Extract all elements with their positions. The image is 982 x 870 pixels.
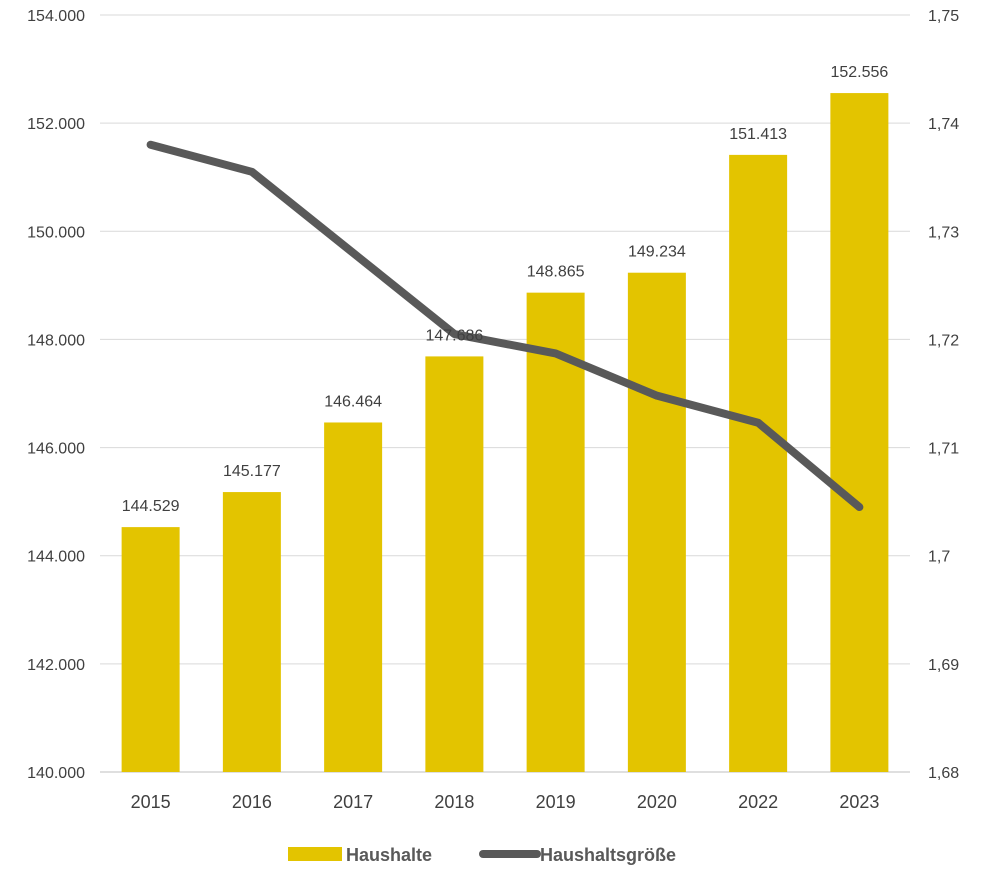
y-axis-right: 1,68 1,69 1,7 1,71 1,72 1,73 1,74 1,75 xyxy=(928,8,959,782)
legend-swatch-haushalte xyxy=(288,847,342,861)
x-tick-label: 2015 xyxy=(131,792,171,812)
y-left-tick-label: 146.000 xyxy=(27,441,85,458)
y-right-tick-label: 1,7 xyxy=(928,549,950,566)
y-right-tick-label: 1,73 xyxy=(928,224,959,241)
y-left-tick-label: 142.000 xyxy=(27,657,85,674)
bar-data-label: 151.413 xyxy=(729,126,787,143)
legend-label-haushalte: Haushalte xyxy=(346,845,432,865)
bar-data-label: 148.865 xyxy=(527,264,585,281)
x-tick-label: 2017 xyxy=(333,792,373,812)
bar-data-label: 144.529 xyxy=(122,498,180,515)
x-tick-label: 2020 xyxy=(637,792,677,812)
x-tick-label: 2023 xyxy=(839,792,879,812)
bar xyxy=(526,292,585,772)
line-path xyxy=(146,140,864,512)
legend[interactable]: Haushalte Haushaltsgröße xyxy=(288,845,676,865)
y-left-tick-label: 150.000 xyxy=(27,224,85,241)
gridlines xyxy=(100,14,910,773)
y-right-tick-label: 1,68 xyxy=(928,765,959,782)
line-point xyxy=(250,170,253,173)
y-right-tick-label: 1,72 xyxy=(928,332,959,349)
bar xyxy=(425,356,484,772)
y-left-tick-label: 144.000 xyxy=(27,549,85,566)
bar-data-label: 145.177 xyxy=(223,463,281,480)
bar xyxy=(324,422,383,772)
line-series-haushaltsgroesse xyxy=(146,140,864,512)
bar-data-label: 147.686 xyxy=(425,327,483,344)
line-point xyxy=(554,352,557,355)
legend-label-haushaltsgroesse: Haushaltsgröße xyxy=(540,845,676,865)
bar-data-labels: 144.529 145.177 146.464 147.686 148.865 149.2… xyxy=(122,64,889,515)
bar-data-label: 146.464 xyxy=(324,393,382,410)
line-point xyxy=(453,333,456,336)
y-left-tick-label: 140.000 xyxy=(27,765,85,782)
y-axis-left: 140.000 142.000 144.000 146.000 148.000 150.0… xyxy=(27,8,85,782)
y-right-tick-label: 1,69 xyxy=(928,657,959,674)
line-point xyxy=(655,394,658,397)
x-tick-label: 2019 xyxy=(536,792,576,812)
x-tick-label: 2016 xyxy=(232,792,272,812)
x-tick-label: 2018 xyxy=(434,792,474,812)
x-tick-label: 2022 xyxy=(738,792,778,812)
bar xyxy=(830,93,889,772)
y-right-tick-label: 1,74 xyxy=(928,116,959,133)
y-left-tick-label: 152.000 xyxy=(27,116,85,133)
line-point xyxy=(149,143,152,146)
bar-data-label: 152.556 xyxy=(830,64,888,81)
y-left-tick-label: 148.000 xyxy=(27,332,85,349)
bar xyxy=(729,154,788,772)
bar-data-label: 149.234 xyxy=(628,244,686,261)
x-axis: 2015 2016 2017 2018 2019 2020 2022 2023 xyxy=(131,792,880,812)
line-point xyxy=(352,251,355,254)
y-left-tick-label: 154.000 xyxy=(27,8,85,25)
line-point xyxy=(858,506,861,509)
bar xyxy=(627,272,686,772)
y-right-tick-label: 1,75 xyxy=(928,8,959,25)
bar-series-haushalte xyxy=(121,93,889,772)
bar xyxy=(121,527,180,772)
line-point xyxy=(757,421,760,424)
bar xyxy=(222,492,281,772)
y-right-tick-label: 1,71 xyxy=(928,441,959,458)
